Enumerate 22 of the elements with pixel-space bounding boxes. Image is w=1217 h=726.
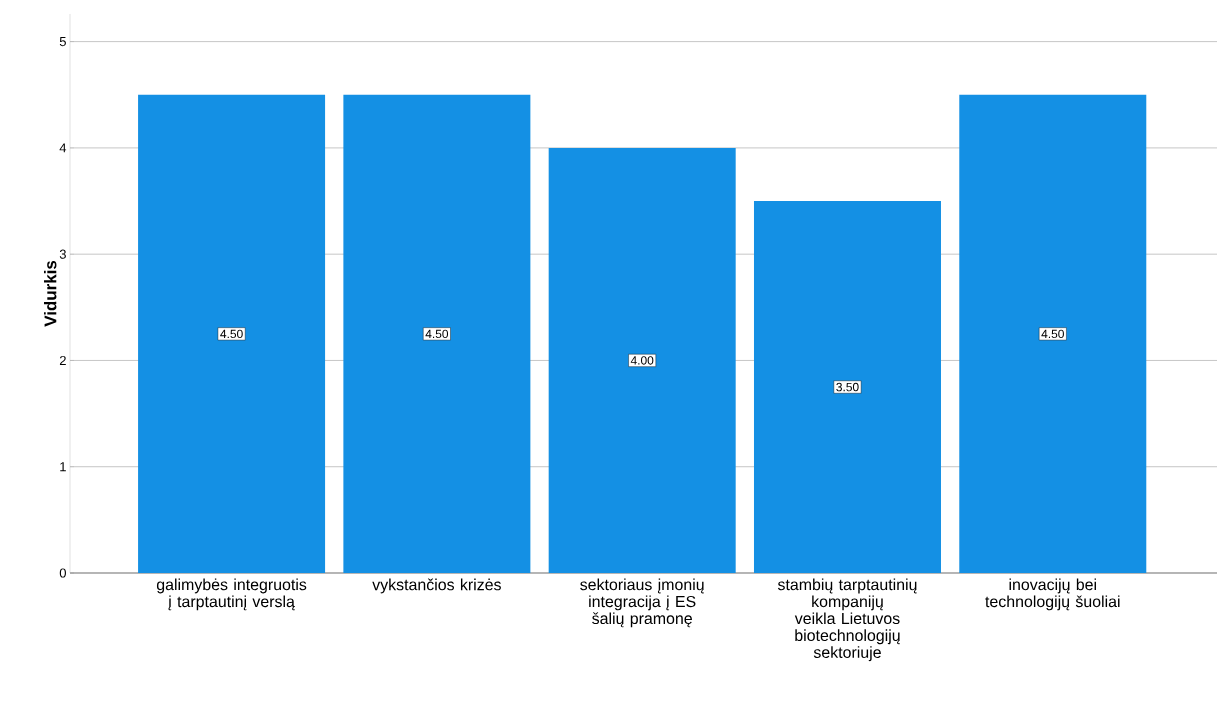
bar bbox=[343, 94, 531, 573]
bar bbox=[138, 94, 326, 573]
y-tick-label: 4 bbox=[59, 143, 67, 153]
data-label: 4.50 bbox=[220, 329, 243, 339]
x-tick-label: sektoriaus įmonių integracija į ES šalių pramonę bbox=[580, 578, 704, 628]
bar bbox=[753, 201, 941, 573]
y-tick-label: 3 bbox=[59, 249, 66, 259]
y-axis-title: Vidurkis bbox=[44, 260, 57, 327]
y-tick-label: 0 bbox=[59, 568, 66, 578]
x-tick-label: galimybės integruotis į tarptautinį verslą bbox=[156, 578, 307, 611]
x-tick-label: inovacijų bei technologijų šuoliai bbox=[985, 578, 1120, 611]
y-tick-label: 2 bbox=[59, 355, 66, 365]
y-tick-label: 1 bbox=[60, 462, 66, 472]
y-tick-label: 5 bbox=[59, 37, 66, 47]
data-label: 4.00 bbox=[630, 356, 654, 365]
data-label: 3.50 bbox=[836, 382, 859, 392]
bar bbox=[959, 94, 1147, 573]
x-tick-label: stambių tarptautinių kompanijų veikla Lietuvos biotechnologijų sektoriuje bbox=[777, 578, 917, 662]
bar bbox=[548, 147, 736, 573]
x-tick-label: vykstančios krizės bbox=[372, 578, 501, 594]
data-label: 4.50 bbox=[425, 329, 449, 339]
data-label: 4.50 bbox=[1041, 329, 1064, 339]
